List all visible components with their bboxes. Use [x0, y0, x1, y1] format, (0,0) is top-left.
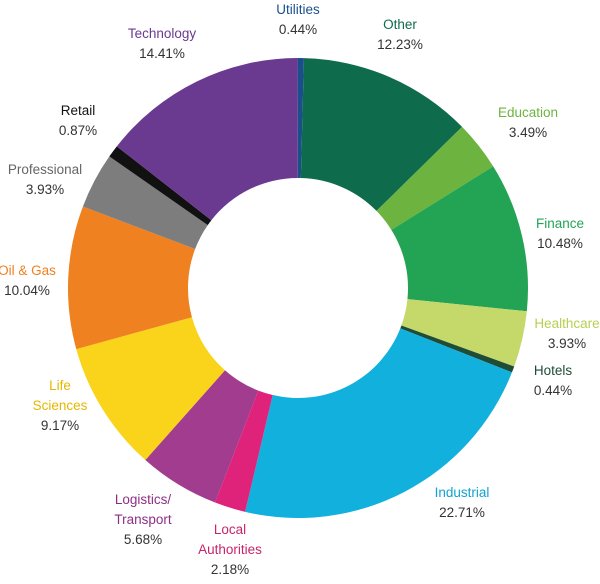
slice-name-text: Sciences [33, 398, 88, 413]
slice-name-text: Healthcare [534, 316, 599, 331]
slice-local-authorities [215, 390, 273, 512]
label-life-sciences: Life Sciences 9.17% [33, 378, 88, 433]
slice-name-text: Transport [114, 512, 172, 527]
label-education: Education 3.49% [498, 105, 558, 140]
slice-value-text: 3.93% [548, 336, 586, 351]
slice-name-text: Retail [61, 103, 96, 118]
slice-healthcare [401, 299, 527, 367]
slice-name-text: Industrial [435, 485, 490, 500]
label-professional: Professional 3.93% [8, 162, 82, 197]
slice-name-text: Authorities [198, 542, 262, 557]
slice-technology [116, 58, 298, 221]
slice-value-text: 22.71% [439, 505, 485, 520]
label-other: Other 12.23% [377, 17, 423, 52]
label-finance: Finance 10.48% [536, 216, 584, 251]
slice-logistics-transport [145, 370, 259, 503]
label-technology: Technology 14.41% [128, 26, 197, 61]
slice-other [300, 58, 463, 211]
slice-value-text: 12.23% [377, 37, 423, 52]
slice-value-text: 3.93% [26, 182, 64, 197]
slice-name-text: Life [49, 378, 71, 393]
slice-value-text: 2.18% [211, 562, 249, 577]
slice-value-text: 9.17% [41, 418, 79, 433]
slice-name-text: Local [214, 522, 246, 537]
slice-hotels [400, 325, 515, 373]
slice-utilities [297, 58, 304, 179]
slice-industrial [245, 328, 512, 518]
slice-name-text: Oil & Gas [0, 263, 56, 278]
slice-value-text: 3.49% [509, 125, 547, 140]
slice-life-sciences [76, 317, 225, 461]
slice-value-text: 0.87% [59, 123, 97, 138]
label-logistics-transport: Logistics/Transport 5.68% [114, 492, 172, 547]
label-oil-gas: Oil & Gas 10.04% [0, 263, 56, 298]
slice-oil-gas [67, 206, 196, 350]
label-local-authorities: Local Authorities 2.18% [198, 522, 262, 577]
slice-value-text: 5.68% [124, 532, 162, 547]
slice-finance [391, 166, 528, 312]
slice-value-text: 10.04% [4, 283, 50, 298]
slice-name-text: Professional [8, 162, 82, 177]
label-industrial: Industrial 22.71% [435, 485, 490, 520]
slice-name-text: Other [383, 17, 417, 32]
slice-education [376, 126, 494, 230]
label-retail: Retail 0.87% [59, 103, 97, 138]
slice-professional [82, 156, 208, 250]
label-hotels: Hotels 0.44% [534, 363, 573, 398]
label-utilities: Utilities 0.44% [276, 2, 320, 37]
slice-retail [109, 146, 212, 226]
donut-slices [67, 58, 528, 518]
slice-name-text: Education [498, 105, 558, 120]
slice-value-text: 10.48% [537, 236, 583, 251]
label-healthcare: Healthcare 3.93% [534, 316, 599, 351]
slice-value-text: 0.44% [279, 22, 317, 37]
slice-value-text: 0.44% [534, 383, 572, 398]
slice-value-text: 14.41% [139, 46, 185, 61]
slice-name-text: Utilities [276, 2, 320, 17]
slice-name-text: Hotels [534, 363, 573, 378]
slice-name-text: Finance [536, 216, 584, 231]
slice-name-text: Logistics/ [115, 492, 172, 507]
slice-name-text: Technology [128, 26, 197, 41]
